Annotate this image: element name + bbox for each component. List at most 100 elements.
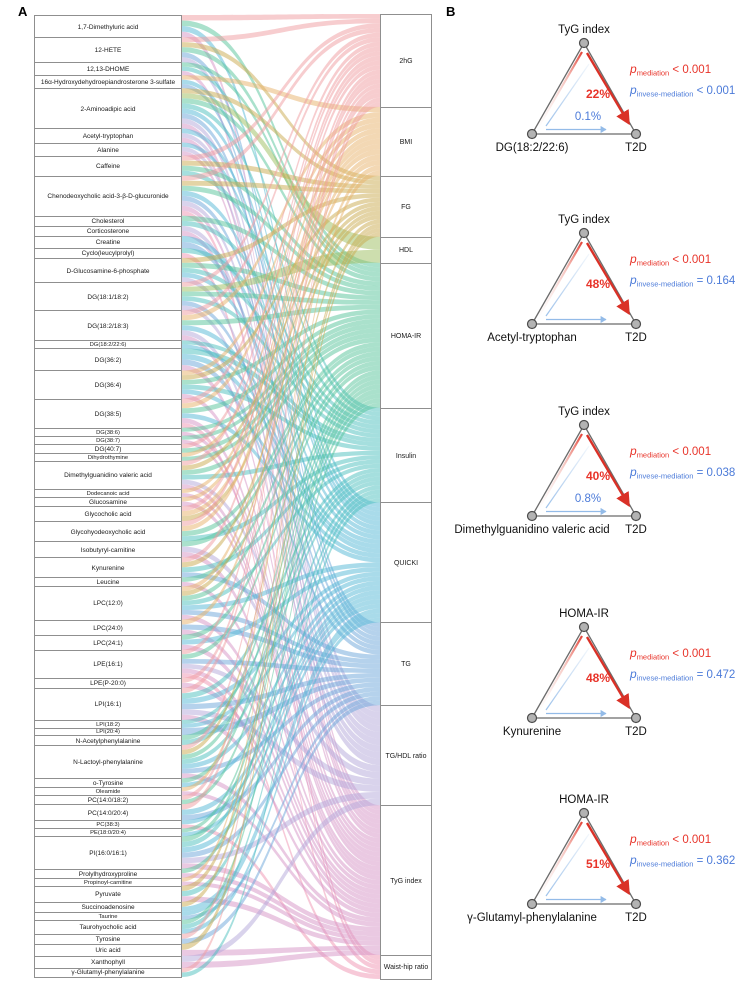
outcome-node	[630, 510, 642, 522]
sankey-ribbon	[182, 791, 380, 864]
sankey-ribbon	[182, 709, 380, 792]
sankey-ribbon	[182, 798, 380, 962]
sankey-ribbon	[182, 223, 380, 891]
panel-b-label: B	[446, 4, 456, 19]
sankey-ribbon	[182, 69, 380, 655]
metabolite-box: DG(38:6)	[34, 427, 182, 437]
sankey-ribbon	[182, 37, 380, 316]
metabolite-box: DG(40:7)	[34, 443, 182, 454]
sankey-ribbon	[182, 137, 380, 824]
sankey-ribbon	[182, 215, 380, 296]
measure-box: FG	[380, 175, 432, 238]
sankey-ribbon	[182, 14, 380, 21]
sankey-ribbon	[182, 608, 380, 912]
sankey-ribbon	[182, 267, 380, 434]
metabolite-box: DG(18:2/18:3)	[34, 310, 182, 342]
p-mediation-text: pmediation < 0.001	[629, 646, 711, 662]
metabolite-label: LPE(16:1)	[93, 661, 123, 669]
metabolite-label: DG(38:7)	[96, 437, 120, 444]
mediation-diagram: TyG index DG(18:2/22:6) T2D 22% 0.1% pmediati…	[442, 12, 754, 202]
mediation-arrow	[585, 242, 630, 316]
exposure-label: Dimethylguanidino valeric acid	[454, 524, 609, 536]
sankey-ribbon	[182, 617, 380, 934]
exposure-label: γ-Glutamyl-phenylalanine	[467, 912, 597, 924]
metabolite-label: Oleamide	[95, 789, 121, 796]
sankey-ribbon	[182, 305, 380, 759]
sankey-ribbon	[182, 32, 380, 287]
mediator-label: TyG index	[558, 24, 610, 36]
metabolite-box: Taurine	[34, 911, 182, 921]
sankey-ribbon	[182, 42, 380, 181]
sankey-ribbon	[182, 389, 380, 558]
measure-label: BMI	[399, 138, 413, 146]
sankey-ribbon	[182, 93, 380, 250]
outcome-label: T2D	[625, 142, 647, 154]
mediated-percent: 48%	[586, 671, 610, 685]
p-inverse-mediation-text: pinvese-mediation = 0.164	[629, 273, 736, 289]
measure-label: TG/HDL ratio	[385, 752, 427, 760]
sankey-ribbon	[182, 249, 380, 292]
metabolite-label: DG(38:5)	[94, 410, 122, 418]
sankey-ribbon	[182, 714, 380, 918]
sankey-ribbon	[182, 20, 380, 268]
metabolite-label: Caffeine	[95, 163, 121, 171]
sankey-ribbon	[182, 686, 380, 821]
exposure-label: Kynurenine	[503, 726, 561, 738]
sankey-ribbon	[182, 603, 380, 853]
mediation-panel: TyG index DG(18:2/22:6) T2D 22% 0.1% pmediati…	[442, 0, 754, 982]
mediation-path-up	[538, 433, 583, 509]
mediation-arrow	[585, 52, 630, 126]
sankey-ribbon	[182, 498, 380, 977]
sankey-ribbon	[182, 185, 380, 291]
mediator-node	[578, 621, 590, 633]
mediation-diagram: TyG index Acetyl-tryptophan T2D 48% pmediati…	[442, 202, 754, 392]
metabolite-box: Kynurenine	[34, 557, 182, 579]
metabolite-box: Isobutyryl-carnitine	[34, 541, 182, 559]
sankey-ribbon	[182, 472, 380, 724]
metabolite-box: LPC(24:1)	[34, 634, 182, 651]
metabolite-box: γ-Glutamyl-phenylalanine	[34, 967, 182, 978]
metabolite-label: Glycohyodeoxycholic acid	[70, 528, 146, 536]
metabolite-box: 16α-Hydroxydehydroepiandrosterone 3-sulf…	[34, 75, 182, 90]
metabolite-label: Creatine	[95, 239, 121, 247]
measure-box: HOMA-IR	[380, 262, 432, 409]
sankey-ribbon	[182, 950, 380, 968]
metabolite-box: LPI(18:2)	[34, 719, 182, 729]
mediation-path-up	[538, 821, 583, 897]
metabolite-label: Taurohyocholic acid	[79, 924, 137, 932]
metabolite-box: PI(16:0/16:1)	[34, 836, 182, 870]
sankey-ribbon	[182, 590, 380, 815]
sankey-ribbon	[182, 346, 380, 547]
sankey-ribbon	[182, 88, 380, 800]
metabolite-box: DG(18:1/18:2)	[34, 282, 182, 312]
sankey-ribbon	[182, 422, 380, 970]
sankey-ribbon	[182, 102, 380, 973]
sankey-ribbon	[182, 83, 380, 750]
metabolite-label: PE(18:0/20:4)	[90, 830, 126, 837]
sankey-ribbon	[182, 232, 380, 950]
measure-box: HDL	[380, 236, 432, 264]
sankey-ribbon	[182, 384, 380, 805]
sankey-ribbon	[182, 342, 380, 537]
sankey-ribbon	[182, 484, 380, 871]
metabolite-label: Cholesterol	[91, 218, 125, 226]
p-mediation-text: pmediation < 0.001	[629, 62, 711, 78]
triangle-edge	[531, 42, 585, 135]
p-inverse-mediation-text: pinvese-mediation = 0.038	[629, 465, 735, 481]
measure-box: Insulin	[380, 407, 432, 504]
metabolite-label: Alanine	[97, 146, 119, 154]
sankey-ribbon	[182, 773, 380, 923]
metabolite-box: Dodecanoic acid	[34, 488, 182, 498]
p-mediation-text: pmediation < 0.001	[629, 832, 711, 848]
sankey-ribbon	[182, 379, 380, 783]
mediator-label: TyG index	[558, 406, 610, 418]
metabolite-label: LPI(18:2)	[96, 721, 120, 728]
sankey-ribbon	[182, 55, 380, 512]
metabolite-box: Corticosterone	[34, 225, 182, 237]
metabolite-label: DG(18:1/18:2)	[87, 293, 129, 301]
inverse-path-up	[545, 833, 590, 897]
metabolite-box: Chenodeoxycholic acid-3-β-D-glucuronide	[34, 175, 182, 217]
mediator-node	[578, 807, 590, 819]
metabolite-label: D-Glucosamine-6-phosphate	[66, 267, 150, 275]
